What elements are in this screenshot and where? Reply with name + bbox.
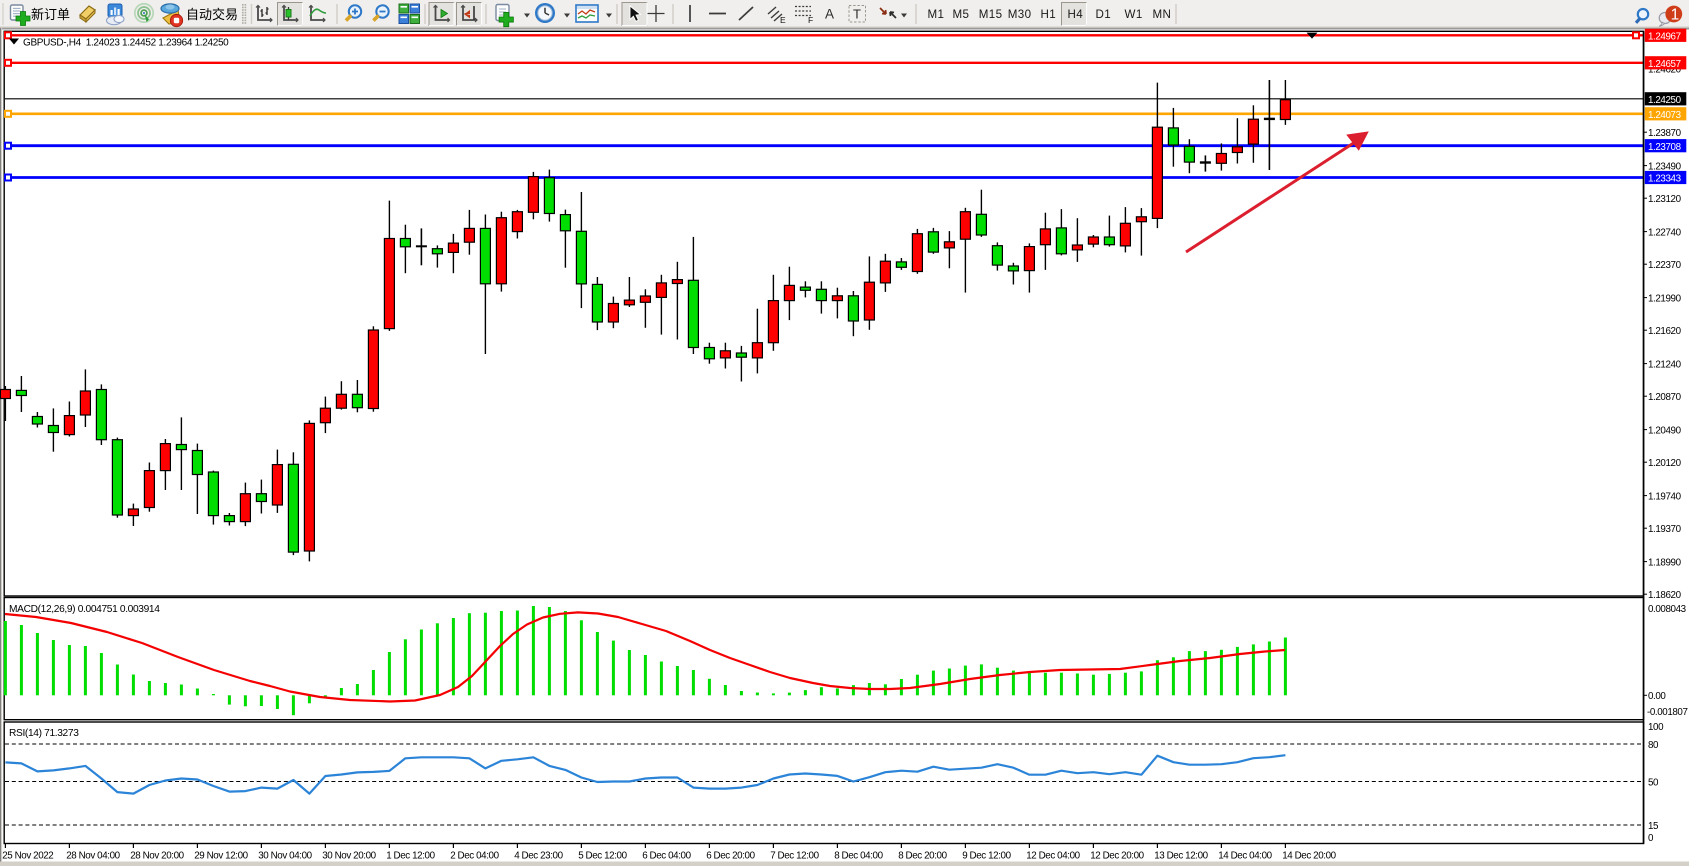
svg-text:M30: M30 xyxy=(1008,8,1032,21)
svg-text:25 Nov 2022: 25 Nov 2022 xyxy=(2,851,53,862)
svg-text:1.21620: 1.21620 xyxy=(1648,326,1682,337)
svg-text:5 Dec 12:00: 5 Dec 12:00 xyxy=(578,851,627,862)
svg-text:12 Dec 04:00: 12 Dec 04:00 xyxy=(1026,851,1080,862)
svg-text:GBPUSD-,H4 1.24023 1.24452 1.: GBPUSD-,H4 1.24023 1.24452 1.23964 1.242… xyxy=(23,38,229,49)
svg-text:0.008043: 0.008043 xyxy=(1648,604,1687,615)
svg-text:1.22370: 1.22370 xyxy=(1648,260,1682,271)
svg-text:0.00: 0.00 xyxy=(1648,691,1666,702)
svg-text:1.21240: 1.21240 xyxy=(1648,360,1682,371)
svg-text:2 Dec 04:00: 2 Dec 04:00 xyxy=(450,851,499,862)
svg-text:1.18990: 1.18990 xyxy=(1648,558,1682,569)
svg-text:1.21990: 1.21990 xyxy=(1648,294,1682,305)
svg-text:1.23120: 1.23120 xyxy=(1648,194,1682,205)
svg-text:1.23343: 1.23343 xyxy=(1648,174,1682,185)
svg-text:30 Nov 04:00: 30 Nov 04:00 xyxy=(258,851,312,862)
svg-text:15: 15 xyxy=(1648,821,1659,832)
svg-text:F: F xyxy=(808,15,813,25)
svg-text:14 Dec 20:00: 14 Dec 20:00 xyxy=(1282,851,1336,862)
svg-text:1.23490: 1.23490 xyxy=(1648,162,1682,173)
svg-text:1 Dec 12:00: 1 Dec 12:00 xyxy=(386,851,435,862)
svg-text:12 Dec 20:00: 12 Dec 20:00 xyxy=(1090,851,1144,862)
svg-text:28 Nov 04:00: 28 Nov 04:00 xyxy=(66,851,120,862)
svg-text:1.19740: 1.19740 xyxy=(1648,492,1682,503)
svg-text:6 Dec 04:00: 6 Dec 04:00 xyxy=(642,851,691,862)
svg-text:H4: H4 xyxy=(1068,8,1084,21)
svg-text:MACD(12,26,9) 0.004751 0.00391: MACD(12,26,9) 0.004751 0.003914 xyxy=(9,604,160,615)
svg-text:M1: M1 xyxy=(928,8,945,21)
svg-text:1.24657: 1.24657 xyxy=(1648,59,1681,70)
svg-text:A: A xyxy=(825,7,834,22)
svg-text:14 Dec 04:00: 14 Dec 04:00 xyxy=(1218,851,1272,862)
svg-text:1.20870: 1.20870 xyxy=(1648,392,1682,403)
svg-text:RSI(14) 71.3273: RSI(14) 71.3273 xyxy=(9,728,79,739)
svg-text:13 Dec 12:00: 13 Dec 12:00 xyxy=(1154,851,1208,862)
svg-text:1.20120: 1.20120 xyxy=(1648,458,1682,469)
svg-text:4 Dec 23:00: 4 Dec 23:00 xyxy=(514,851,563,862)
svg-text:28 Nov 20:00: 28 Nov 20:00 xyxy=(130,851,184,862)
svg-text:8 Dec 20:00: 8 Dec 20:00 xyxy=(898,851,947,862)
svg-text:6 Dec 20:00: 6 Dec 20:00 xyxy=(706,851,755,862)
svg-text:1.24967: 1.24967 xyxy=(1648,32,1681,43)
svg-text:30 Nov 20:00: 30 Nov 20:00 xyxy=(322,851,376,862)
svg-text:1.23708: 1.23708 xyxy=(1648,142,1682,153)
svg-text:9 Dec 12:00: 9 Dec 12:00 xyxy=(962,851,1011,862)
svg-text:-0.001807: -0.001807 xyxy=(1647,707,1688,718)
svg-text:M15: M15 xyxy=(979,8,1003,21)
svg-text:1: 1 xyxy=(1671,7,1680,24)
svg-text:1.24620: 1.24620 xyxy=(1648,64,1682,75)
svg-text:T: T xyxy=(853,7,861,22)
svg-text:W1: W1 xyxy=(1125,8,1143,21)
svg-text:1.18620: 1.18620 xyxy=(1648,590,1682,601)
svg-text:100: 100 xyxy=(1648,722,1664,733)
svg-text:新订单: 新订单 xyxy=(31,7,70,22)
svg-text:80: 80 xyxy=(1648,740,1659,751)
svg-text:D1: D1 xyxy=(1096,8,1112,21)
svg-text:1.20490: 1.20490 xyxy=(1648,426,1682,437)
svg-text:29 Nov 12:00: 29 Nov 12:00 xyxy=(194,851,248,862)
svg-text:7 Dec 12:00: 7 Dec 12:00 xyxy=(770,851,819,862)
svg-text:E: E xyxy=(780,15,786,25)
svg-text:50: 50 xyxy=(1648,778,1659,789)
svg-text:0: 0 xyxy=(1648,833,1654,844)
svg-text:H1: H1 xyxy=(1041,8,1057,21)
svg-text:1.24073: 1.24073 xyxy=(1648,110,1682,121)
svg-text:MN: MN xyxy=(1153,8,1172,21)
svg-text:1.23870: 1.23870 xyxy=(1648,128,1682,139)
svg-text:8 Dec 04:00: 8 Dec 04:00 xyxy=(834,851,883,862)
svg-text:1.22740: 1.22740 xyxy=(1648,228,1682,239)
svg-text:1.24250: 1.24250 xyxy=(1648,95,1682,106)
svg-text:1.19370: 1.19370 xyxy=(1648,524,1682,535)
svg-text:M5: M5 xyxy=(953,8,970,21)
svg-text:自动交易: 自动交易 xyxy=(186,7,238,22)
